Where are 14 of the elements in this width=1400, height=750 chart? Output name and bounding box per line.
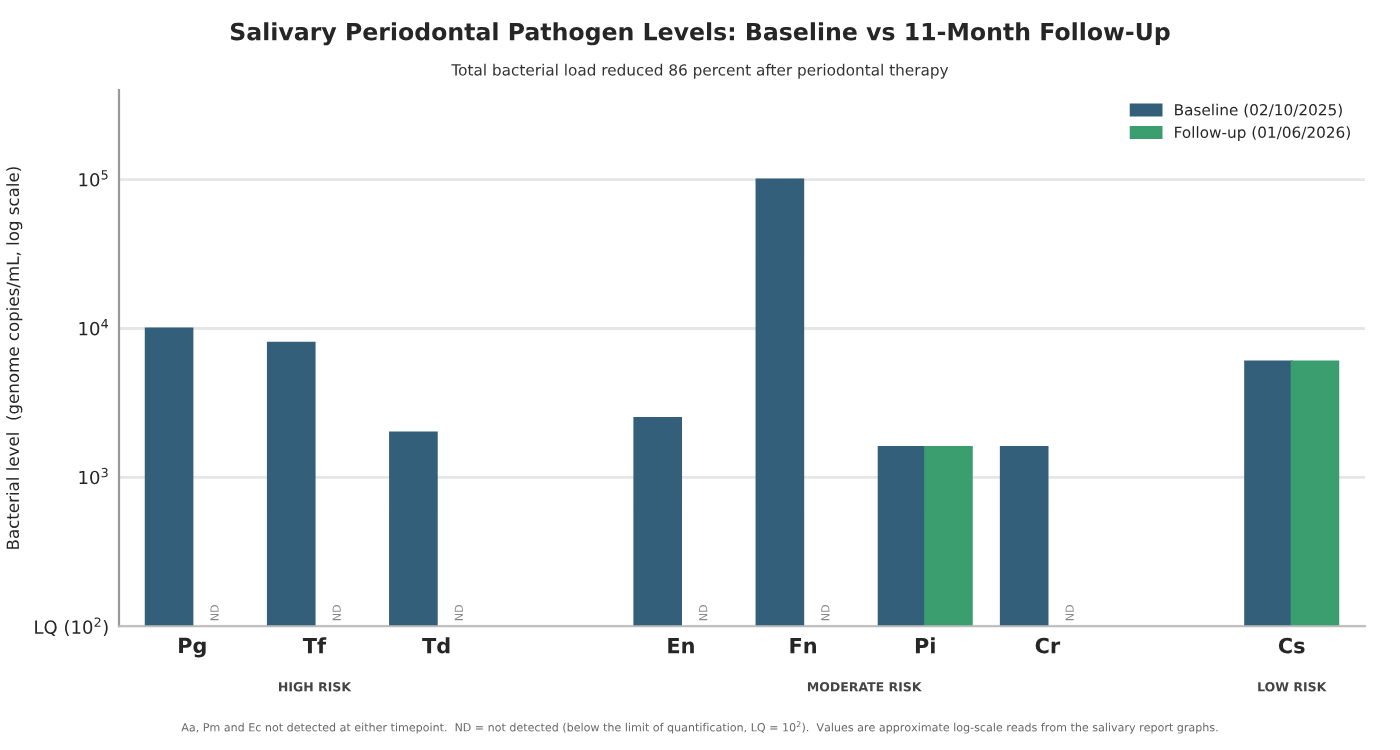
y-axis-title: Bacterial level (genome copies/mL, log scale) — [6, 167, 23, 549]
x-tick-label: Cs — [1278, 637, 1305, 654]
y-tick-label: 10$^{5}$ — [79, 170, 108, 187]
x-tick-label: Pi — [915, 637, 935, 654]
x-tick-label: Tf — [302, 637, 327, 654]
x-tick-label: Cr — [1035, 637, 1061, 654]
y-tick-label: LQ (10$^{2}$) — [35, 617, 108, 637]
y-tick-label: 10$^{4}$ — [79, 319, 108, 336]
chart-title: Salivary Periodontal Pathogen Levels: Baseline vs 11-Month Follow-Up — [230, 22, 1170, 46]
x-tick-label: Fn — [790, 638, 816, 654]
x-tick-label: Pg — [179, 637, 206, 658]
x-tick-label: Td — [422, 637, 450, 654]
x-tick-label: En — [668, 638, 694, 654]
y-tick-label: 10$^{3}$ — [79, 467, 108, 485]
